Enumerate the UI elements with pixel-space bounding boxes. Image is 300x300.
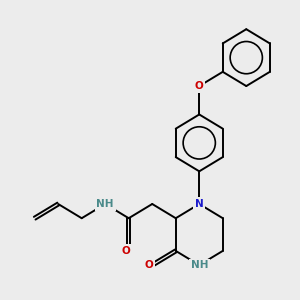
Text: O: O xyxy=(145,260,153,270)
Text: NH: NH xyxy=(97,199,114,209)
Text: O: O xyxy=(121,246,130,256)
Text: NH: NH xyxy=(190,260,208,270)
Text: N: N xyxy=(195,199,204,209)
Text: O: O xyxy=(195,81,204,91)
